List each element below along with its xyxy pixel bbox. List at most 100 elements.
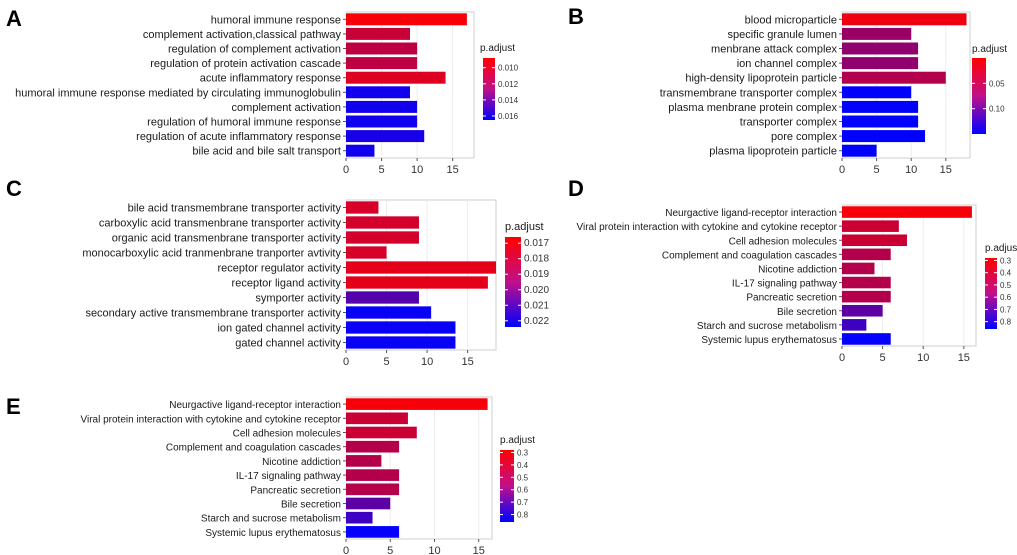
x-tick-label: 15 xyxy=(940,164,952,176)
bar xyxy=(346,526,400,538)
bar xyxy=(346,100,418,113)
bar xyxy=(842,42,919,55)
x-tick-label: 0 xyxy=(343,164,349,176)
category-label: transporter complex xyxy=(740,117,838,129)
bar xyxy=(842,86,912,99)
bar xyxy=(346,321,456,334)
category-label: Pancreatic secretion xyxy=(746,293,837,304)
bar xyxy=(842,234,907,247)
bar xyxy=(346,130,425,143)
legend-tick-label: 0.05 xyxy=(989,79,1005,88)
bar xyxy=(346,42,418,55)
category-label: Cell adhesion molecules xyxy=(729,236,837,247)
category-label: Starch and sucrose metabolism xyxy=(697,321,837,332)
category-label: specific granule lumen xyxy=(728,29,837,41)
panel-e: E Neurgactive ligand-receptor interaction… xyxy=(6,394,535,555)
panel-d: D Neurgactive ligand-receptor interaction… xyxy=(568,176,1017,364)
bar xyxy=(346,201,379,214)
x-tick-label: 15 xyxy=(461,356,473,368)
x-tick-label: 10 xyxy=(421,356,433,368)
category-label: organic acid transmenbrane transporter a… xyxy=(112,233,342,245)
x-tick-label: 0 xyxy=(343,356,349,368)
x-tick-label: 15 xyxy=(958,352,970,364)
legend-tick-label: 0.014 xyxy=(498,96,519,105)
bar xyxy=(842,27,912,40)
bar xyxy=(346,216,419,229)
bar xyxy=(842,144,877,157)
bar xyxy=(842,304,883,317)
category-label: symporter activity xyxy=(255,293,341,305)
bar xyxy=(346,469,400,481)
bar xyxy=(346,511,373,524)
legend-colorbar xyxy=(483,58,495,120)
category-label: monocarboxylic acid tranmenbrane tranpor… xyxy=(82,248,341,260)
category-label: gated channel activity xyxy=(235,338,341,350)
bar xyxy=(842,290,891,303)
legend: p.adjust 0.010 0.012 0.014 0.016 xyxy=(480,43,519,121)
category-label: complement activation,classical pathway xyxy=(143,29,342,41)
category-label: regulation of complement activation xyxy=(168,44,341,56)
legend-tick-label: 0.6 xyxy=(517,486,529,495)
category-label: receptor ligand activity xyxy=(232,278,342,290)
bar xyxy=(842,13,967,26)
category-label: regulation of acute inflammatory respons… xyxy=(136,131,341,143)
legend-title: p.adjust xyxy=(972,44,1007,55)
bar xyxy=(842,276,891,289)
bar xyxy=(346,144,375,157)
bar xyxy=(842,71,946,84)
x-tick-label: 5 xyxy=(880,352,886,364)
legend-colorbar xyxy=(972,58,986,134)
legend-tick-label: 0.6 xyxy=(1000,293,1012,302)
category-label: Nicotine addiction xyxy=(758,264,837,275)
category-label: Starch and sucrose metabolism xyxy=(201,514,341,525)
category-label: blood microparticle xyxy=(745,14,837,26)
bar xyxy=(842,262,875,275)
category-label: Nicotine addiction xyxy=(262,457,341,468)
legend-tick-label: 0.5 xyxy=(517,473,529,482)
bar xyxy=(346,13,467,26)
category-label: Complement and coagulation cascades xyxy=(662,250,837,261)
category-label: pore complex xyxy=(771,131,838,143)
category-label: bile acid and bile salt transport xyxy=(192,146,341,158)
legend-tick-label: 0.017 xyxy=(524,238,549,249)
legend-title: p.adjust xyxy=(505,221,544,233)
bar xyxy=(842,248,891,261)
x-tick-label: 10 xyxy=(411,164,423,176)
legend-tick-label: 0.022 xyxy=(524,316,549,327)
panel-letter: D xyxy=(568,176,584,201)
category-label: receptor regulator activity xyxy=(218,263,342,275)
legend-colorbar xyxy=(985,258,997,329)
x-tick-label: 0 xyxy=(839,164,845,176)
legend-tick-label: 0.4 xyxy=(1000,269,1012,278)
legend-tick-label: 0.021 xyxy=(524,300,549,311)
legend-tick-label: 0.020 xyxy=(524,285,549,296)
bar xyxy=(346,398,488,410)
category-label: Bile secretion xyxy=(777,307,837,318)
legend-tick-label: 0.018 xyxy=(524,254,549,265)
category-label: secondary active transmembrane transport… xyxy=(85,308,341,320)
legend-tick-label: 0.10 xyxy=(989,105,1005,114)
category-label: high-density lipoprotein particle xyxy=(685,73,837,85)
bar xyxy=(842,57,919,70)
category-label: acute inflammatory response xyxy=(200,73,341,85)
x-tick-label: 5 xyxy=(387,545,393,555)
category-label: complement activation xyxy=(232,102,341,114)
x-tick-label: 10 xyxy=(917,352,929,364)
category-label: Neurgactive ligand-receptor interaction xyxy=(665,208,837,219)
category-label: ion channel complex xyxy=(737,58,838,70)
bar xyxy=(842,115,919,128)
category-label: Viral protein interaction with cytokine … xyxy=(576,222,837,233)
legend-colorbar xyxy=(505,237,521,327)
x-tick-label: 5 xyxy=(383,356,389,368)
bar xyxy=(346,291,419,304)
x-tick-label: 0 xyxy=(839,352,845,364)
legend-tick-label: 0.3 xyxy=(1000,256,1012,265)
bar xyxy=(346,27,410,40)
category-label: humoral immune response xyxy=(211,14,341,26)
bar xyxy=(346,483,400,496)
bar xyxy=(346,231,419,244)
legend: p.adjust 0.3 0.4 0.5 0.6 0.7 0.8 xyxy=(500,435,535,522)
